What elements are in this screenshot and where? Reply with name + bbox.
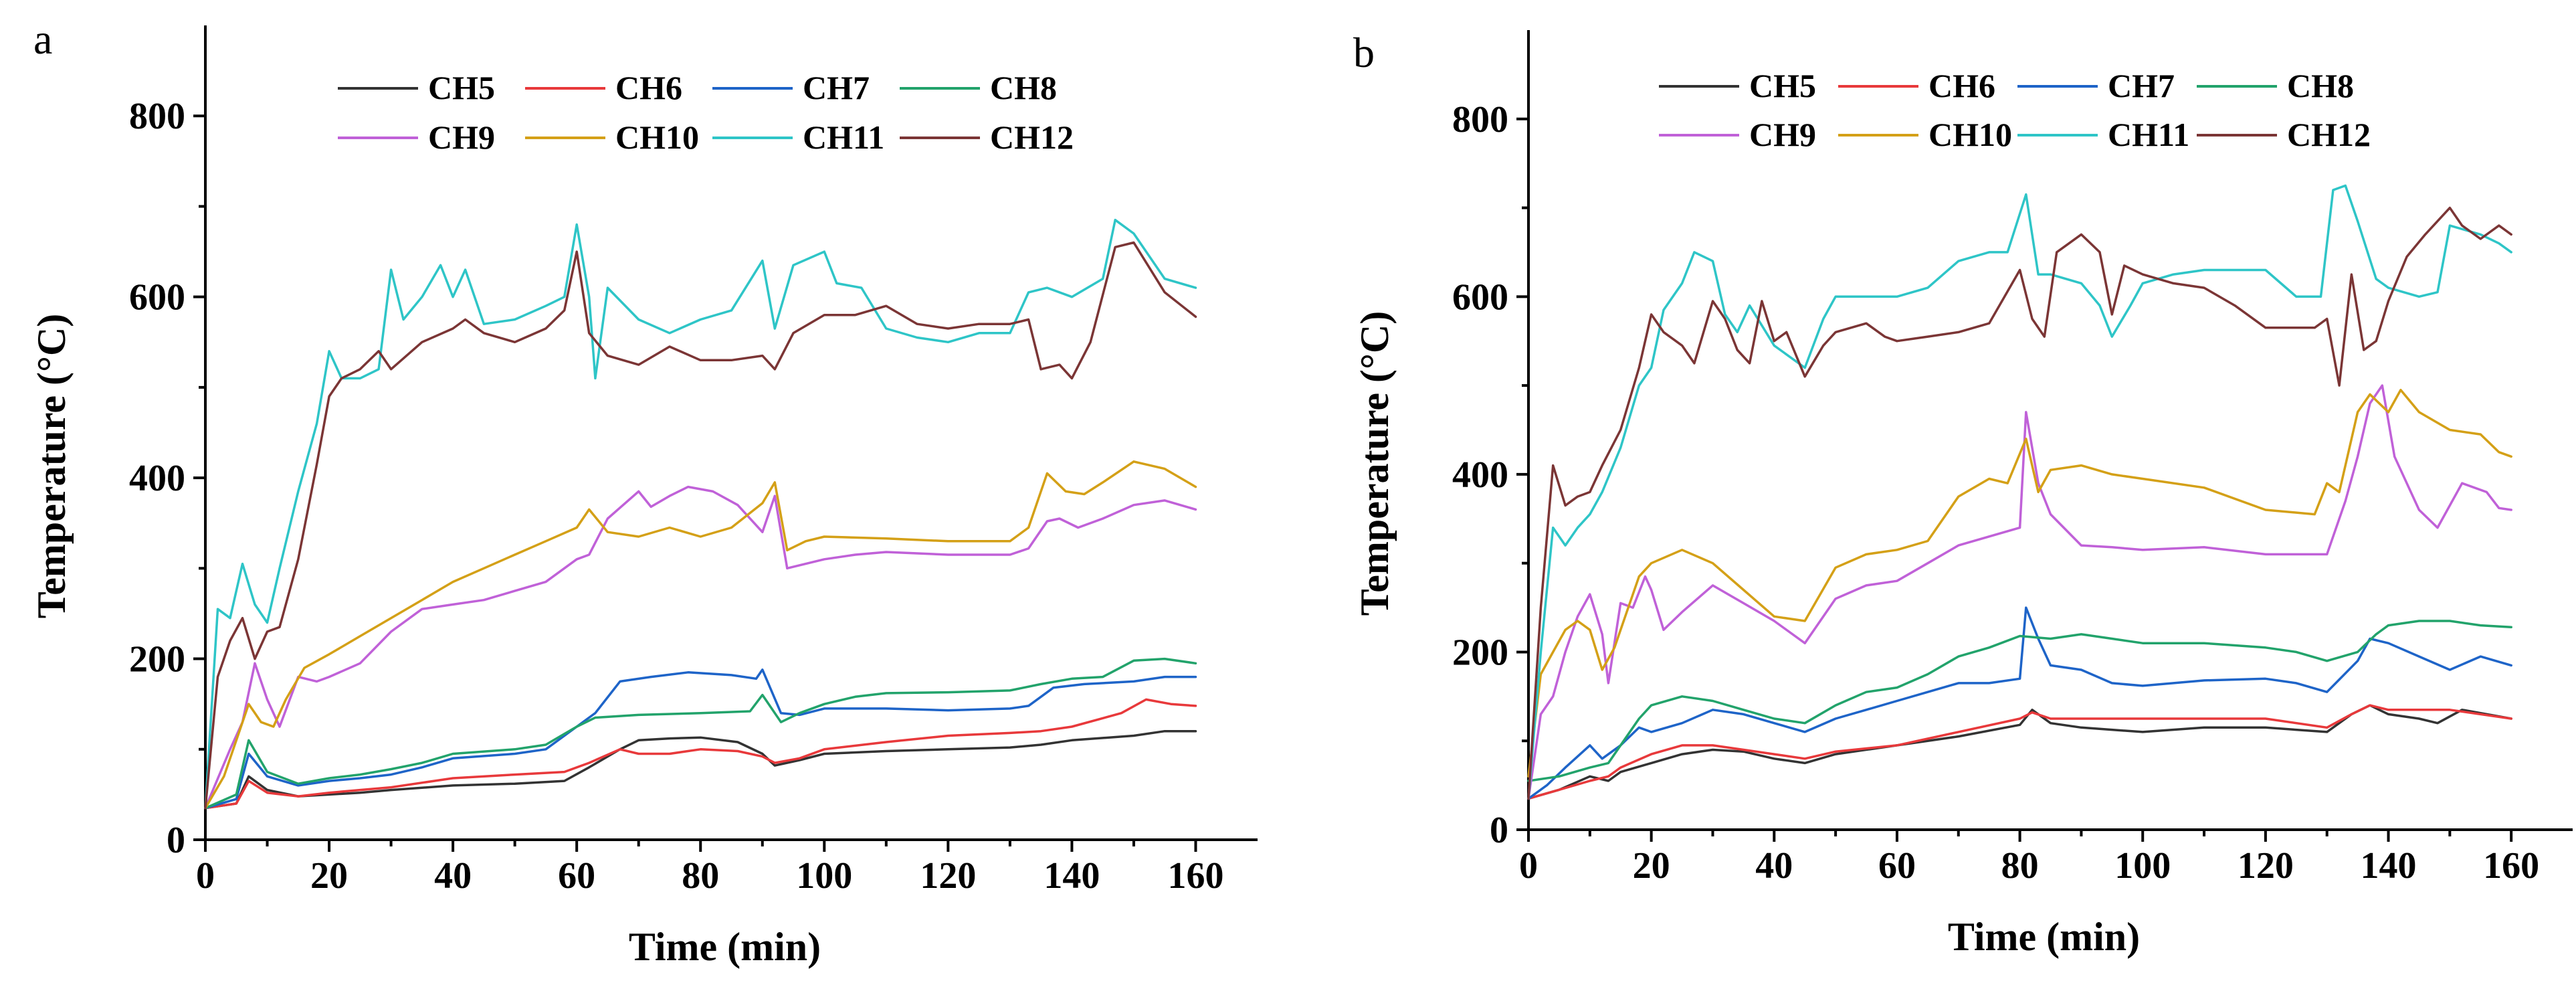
x-axis-title: Time (min) xyxy=(1948,915,2140,959)
series-line-ch7 xyxy=(204,668,1197,810)
panel-letter: a xyxy=(33,15,52,63)
y-tick-label: 600 xyxy=(1452,276,1508,318)
x-tick-label: 0 xyxy=(196,855,215,897)
legend-label-ch12: CH12 xyxy=(990,118,1074,156)
x-tick-label: 40 xyxy=(1755,845,1793,887)
legend-label-ch7: CH7 xyxy=(803,69,870,106)
legend-label-ch12: CH12 xyxy=(2287,116,2371,153)
x-tick-label: 120 xyxy=(920,855,976,897)
y-tick-label: 200 xyxy=(129,639,185,681)
x-tick-label: 60 xyxy=(1878,845,1916,887)
y-tick-label: 400 xyxy=(1452,454,1508,496)
y-tick-label: 0 xyxy=(167,820,185,861)
x-tick-label: 60 xyxy=(558,855,595,897)
x-tick-label: 100 xyxy=(2114,845,2171,887)
series-line-ch12 xyxy=(1527,206,2512,800)
y-tick-label: 600 xyxy=(129,277,185,319)
series-line-ch6 xyxy=(204,698,1197,810)
y-tick-label: 400 xyxy=(129,458,185,499)
legend-label-ch9: CH9 xyxy=(1749,116,1816,153)
y-axis-title: Temperature (°C) xyxy=(1353,311,1397,616)
series-line-ch6 xyxy=(1527,704,2512,800)
x-tick-label: 160 xyxy=(1167,855,1223,897)
series-line-ch8 xyxy=(1527,620,2512,782)
x-tick-label: 0 xyxy=(1519,845,1538,887)
x-tick-label: 80 xyxy=(682,855,719,897)
x-tick-label: 120 xyxy=(2238,845,2294,887)
legend-label-ch8: CH8 xyxy=(990,69,1057,106)
legend-label-ch6: CH6 xyxy=(1928,67,1995,104)
series-line-ch5 xyxy=(204,729,1197,810)
panel-b: b 0 20 40 60 80 100 120 140 160 0 200 400 600 800 Time … xyxy=(1353,29,2573,959)
series-line-ch5 xyxy=(1527,704,2512,800)
legend-label-ch9: CH9 xyxy=(428,118,495,156)
x-tick-label: 160 xyxy=(2483,845,2539,887)
series-line-ch10 xyxy=(204,460,1197,810)
legend-label-ch10: CH10 xyxy=(1928,116,2012,153)
y-tick-label: 200 xyxy=(1452,632,1508,673)
y-tick-label: 0 xyxy=(1490,810,1508,851)
legend-label-ch5: CH5 xyxy=(1749,67,1816,104)
legend-label-ch5: CH5 xyxy=(428,69,495,106)
series-line-ch12 xyxy=(204,241,1197,810)
legend-label-ch11: CH11 xyxy=(2108,116,2189,153)
series-line-ch11 xyxy=(204,218,1197,810)
x-tick-label: 80 xyxy=(2001,845,2039,887)
legend-label-ch11: CH11 xyxy=(803,118,884,156)
x-axis-title: Time (min) xyxy=(629,925,821,969)
x-tick-label: 140 xyxy=(2361,845,2417,887)
series-line-ch9 xyxy=(204,485,1197,810)
series-line-ch11 xyxy=(1527,184,2512,800)
x-tick-label: 140 xyxy=(1044,855,1100,897)
series-line-ch8 xyxy=(204,657,1197,810)
legend-label-ch8: CH8 xyxy=(2287,67,2354,104)
y-axis-title: Temperature (°C) xyxy=(29,314,74,619)
legend-label-ch7: CH7 xyxy=(2108,67,2175,104)
y-tick-label: 800 xyxy=(129,96,185,137)
x-tick-label: 20 xyxy=(310,855,348,897)
panel-letter: b xyxy=(1353,29,1375,76)
x-tick-label: 20 xyxy=(1633,845,1670,887)
series-line-ch9 xyxy=(1527,384,2512,800)
legend-label-ch10: CH10 xyxy=(615,118,699,156)
series-line-ch10 xyxy=(1527,389,2512,778)
panel-a: a 0 20 40 60 80 100 120 140 160 0 200 400 600 800 Time … xyxy=(29,15,1258,969)
y-tick-label: 800 xyxy=(1452,99,1508,141)
x-tick-label: 40 xyxy=(434,855,472,897)
legend-label-ch6: CH6 xyxy=(615,69,682,106)
x-tick-label: 100 xyxy=(796,855,852,897)
series-line-ch7 xyxy=(1527,606,2512,800)
